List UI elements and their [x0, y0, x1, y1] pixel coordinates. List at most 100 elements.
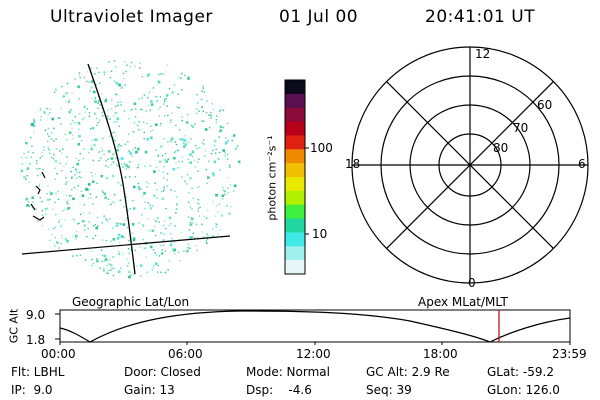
image-speckle: [162, 239, 165, 242]
image-speckle: [88, 151, 90, 154]
image-speckle: [97, 225, 99, 227]
image-speckle: [194, 166, 196, 168]
image-speckle: [167, 114, 169, 117]
image-speckle: [78, 75, 81, 77]
image-speckle: [39, 157, 41, 159]
image-speckle: [50, 138, 53, 140]
image-speckle: [103, 270, 105, 272]
image-speckle: [166, 64, 168, 66]
image-speckle: [114, 140, 116, 142]
image-speckle: [146, 271, 149, 273]
mlt-label-12: 12: [475, 47, 491, 61]
image-speckle: [55, 214, 57, 216]
image-speckle: [152, 87, 155, 89]
image-speckle: [78, 176, 80, 178]
image-speckle: [117, 145, 120, 148]
image-speckle: [155, 254, 158, 256]
image-speckle: [191, 150, 195, 154]
image-speckle: [95, 83, 97, 86]
image-speckle: [198, 203, 200, 205]
image-speckle: [105, 176, 109, 180]
image-speckle: [212, 201, 214, 203]
image-speckle: [181, 120, 183, 122]
image-speckle: [153, 194, 155, 196]
image-speckle: [237, 145, 239, 147]
image-speckle: [150, 100, 153, 103]
image-speckle: [117, 101, 119, 103]
image-speckle: [130, 248, 132, 251]
colorbar-segment: [285, 149, 305, 164]
image-speckle: [210, 153, 213, 155]
image-speckle: [217, 157, 219, 159]
image-speckle: [54, 167, 56, 169]
image-speckle: [33, 118, 35, 121]
image-speckle: [56, 173, 58, 175]
image-speckle: [32, 201, 34, 203]
image-speckle: [107, 60, 110, 63]
image-speckle: [163, 138, 165, 140]
image-speckle: [32, 152, 34, 154]
image-speckle: [227, 140, 229, 142]
image-speckle: [72, 166, 74, 168]
time-tick-0000: 00:00: [41, 347, 76, 361]
image-speckle: [225, 141, 228, 145]
image-speckle: [74, 78, 76, 80]
colorbar-segment: [285, 135, 305, 150]
image-speckle: [91, 258, 93, 261]
image-speckle: [110, 108, 113, 110]
image-speckle: [157, 264, 159, 267]
image-speckle: [124, 176, 127, 179]
image-speckle: [91, 97, 93, 100]
image-speckle: [113, 131, 115, 134]
image-speckle: [77, 85, 80, 89]
image-speckle: [231, 139, 233, 142]
image-speckle: [194, 123, 196, 125]
image-speckle: [113, 162, 115, 164]
image-speckle: [92, 159, 94, 162]
colorbar-segment: [285, 121, 305, 136]
image-speckle: [148, 91, 150, 94]
colorbar-segment: [285, 246, 305, 261]
mlat-label-60: 60: [537, 98, 553, 112]
image-speckle: [60, 242, 62, 245]
image-speckle: [105, 165, 107, 167]
image-speckle: [110, 163, 113, 166]
image-speckle: [187, 113, 189, 116]
image-speckle: [118, 83, 121, 87]
info-gain: Gain: 13: [124, 383, 175, 397]
image-speckle: [156, 96, 158, 98]
image-speckle: [233, 184, 237, 188]
image-speckle: [203, 215, 205, 217]
image-speckle: [201, 142, 203, 144]
image-speckle: [55, 138, 57, 140]
image-speckle: [151, 229, 155, 232]
image-speckle: [151, 269, 153, 271]
image-speckle: [154, 234, 157, 237]
image-speckle: [30, 156, 33, 158]
image-speckle: [71, 189, 73, 191]
image-speckle: [191, 124, 193, 127]
image-speckle: [94, 97, 97, 100]
image-speckle: [212, 108, 215, 110]
image-speckle: [91, 86, 93, 88]
image-speckle: [139, 67, 141, 69]
image-speckle: [127, 265, 129, 267]
image-speckle: [127, 141, 129, 143]
image-speckle: [120, 104, 122, 106]
image-speckle: [216, 211, 219, 213]
image-speckle: [41, 200, 43, 203]
image-speckle: [157, 80, 159, 82]
image-speckle: [206, 233, 208, 235]
image-speckle: [84, 111, 86, 113]
image-speckle: [118, 125, 120, 128]
image-speckle: [118, 253, 121, 256]
image-speckle: [111, 132, 113, 134]
image-speckle: [195, 112, 198, 115]
image-speckle: [128, 252, 130, 254]
image-speckle: [39, 119, 42, 121]
image-speckle: [83, 105, 86, 108]
image-speckle: [141, 97, 143, 99]
image-speckle: [71, 134, 74, 137]
image-speckle: [69, 207, 71, 209]
